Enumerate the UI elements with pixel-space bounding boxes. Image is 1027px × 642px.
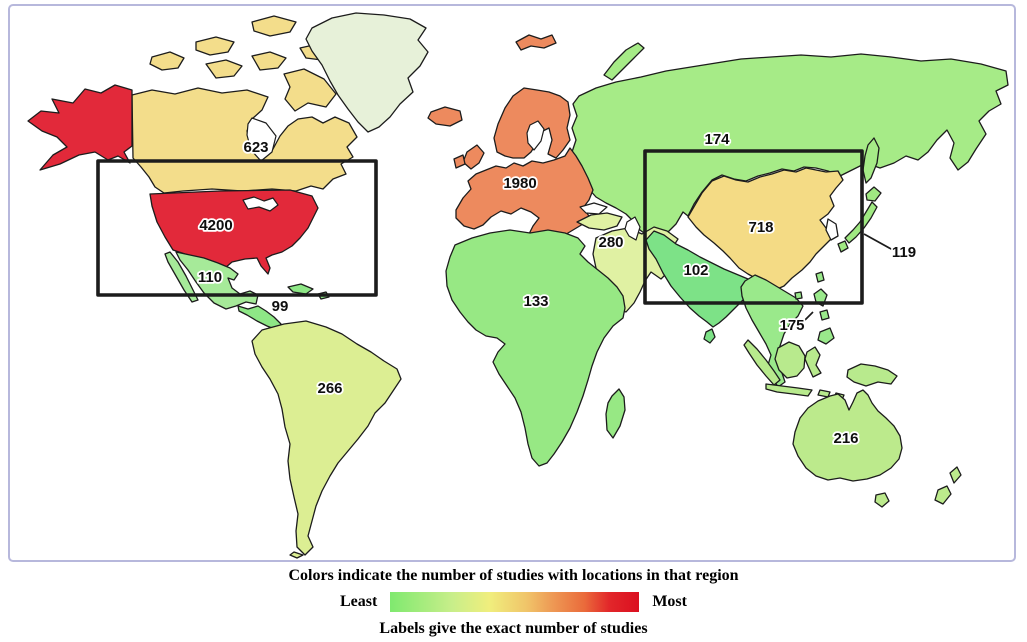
southeast-asia-leader-line (804, 311, 814, 321)
world-map: 623 4200 110 99 266 1980 174 280 133 718… (27, 12, 1009, 559)
canada-island-shape (195, 36, 235, 56)
new-guinea-shape (846, 363, 898, 387)
black-sea-shape (579, 202, 608, 215)
borneo-shape (774, 341, 806, 379)
label-canada: 623 (243, 139, 268, 156)
label-usa: 4200 (199, 217, 232, 234)
taiwan-shape (815, 271, 825, 283)
turkey-shape (576, 212, 623, 231)
label-japan: 119 (892, 244, 916, 261)
korea-shape (825, 218, 839, 241)
label-africa: 133 (523, 293, 548, 310)
tierra-del-fuego-shape (289, 551, 304, 559)
label-southeast-asia: 175 (779, 317, 804, 334)
label-middle-east: 280 (598, 234, 623, 251)
region-korea (825, 218, 839, 241)
scandinavia-shape (493, 87, 571, 159)
canada-island-shape (149, 51, 185, 71)
sri-lanka-shape (703, 328, 716, 344)
philippines-shape (817, 327, 835, 345)
baja-california-shape (164, 251, 199, 303)
africa-shape (445, 229, 626, 467)
japan-leader-line (863, 233, 894, 251)
label-russia: 174 (704, 131, 730, 148)
canada-island-shape (205, 59, 243, 79)
label-mexico: 110 (198, 269, 222, 286)
legend-title: Colors indicate the number of studies wi… (288, 567, 739, 584)
highlight-box-usa (96, 159, 378, 297)
region-usa (27, 84, 319, 275)
new-zealand-shape (934, 485, 952, 505)
label-china: 718 (748, 219, 773, 236)
novaya-zemlya-shape (603, 42, 645, 81)
lesser-sunda-shape (817, 389, 831, 398)
hainan-shape (794, 291, 803, 300)
label-south-america: 266 (317, 380, 342, 397)
region-canada (131, 15, 358, 194)
baffin-island-shape (283, 68, 337, 112)
legend-least-label: Least (340, 593, 378, 610)
sulawesi-shape (804, 346, 822, 378)
region-japan (837, 186, 882, 253)
great-lakes-shape (242, 196, 279, 212)
region-greenland (305, 12, 429, 133)
caspian-sea-shape (624, 216, 641, 241)
highlight-box-china-india (643, 149, 864, 305)
kyushu-shape (837, 240, 849, 253)
australia-shape (792, 389, 903, 482)
greenland-shape (305, 12, 429, 133)
china-shape (687, 167, 844, 291)
new-zealand-shape (949, 466, 962, 484)
region-europe (427, 34, 594, 245)
sakhalin-shape (862, 137, 880, 184)
usa-mainland-shape (149, 189, 319, 275)
region-africa (445, 229, 626, 467)
region-south-america (251, 320, 402, 559)
iceland-shape (427, 106, 463, 127)
madagascar-shape (605, 388, 626, 439)
legend-subtitle: Labels give the exact number of studies (379, 620, 648, 637)
baltic-sea-shape (526, 120, 545, 151)
region-indonesia (743, 339, 898, 401)
canada-island-shape (251, 15, 297, 37)
legend-scale-row: Least Most (0, 592, 1027, 612)
region-australia (792, 389, 962, 508)
label-europe: 1980 (503, 175, 536, 192)
canada-island-shape (251, 51, 287, 71)
region-china (687, 167, 844, 291)
alaska-shape (27, 84, 133, 171)
label-australia: 216 (833, 430, 858, 447)
tasmania-shape (874, 492, 890, 508)
legend-most-label: Most (652, 593, 687, 610)
legend-gradient-bar (390, 592, 640, 612)
label-india: 102 (683, 262, 708, 279)
lakes (242, 117, 641, 241)
hokkaido-shape (865, 186, 882, 202)
map-panel: 623 4200 110 99 266 1980 174 280 133 718… (8, 4, 1016, 562)
label-central-america: 99 (272, 298, 289, 315)
canada-mainland-shape (131, 87, 358, 194)
ireland-shape (453, 154, 466, 169)
philippines-shape (819, 309, 830, 321)
java-shape (765, 383, 813, 397)
south-america-shape (251, 320, 402, 556)
svalbard-shape (515, 34, 557, 51)
cuba-shape (287, 283, 314, 295)
uk-shape (462, 144, 485, 170)
